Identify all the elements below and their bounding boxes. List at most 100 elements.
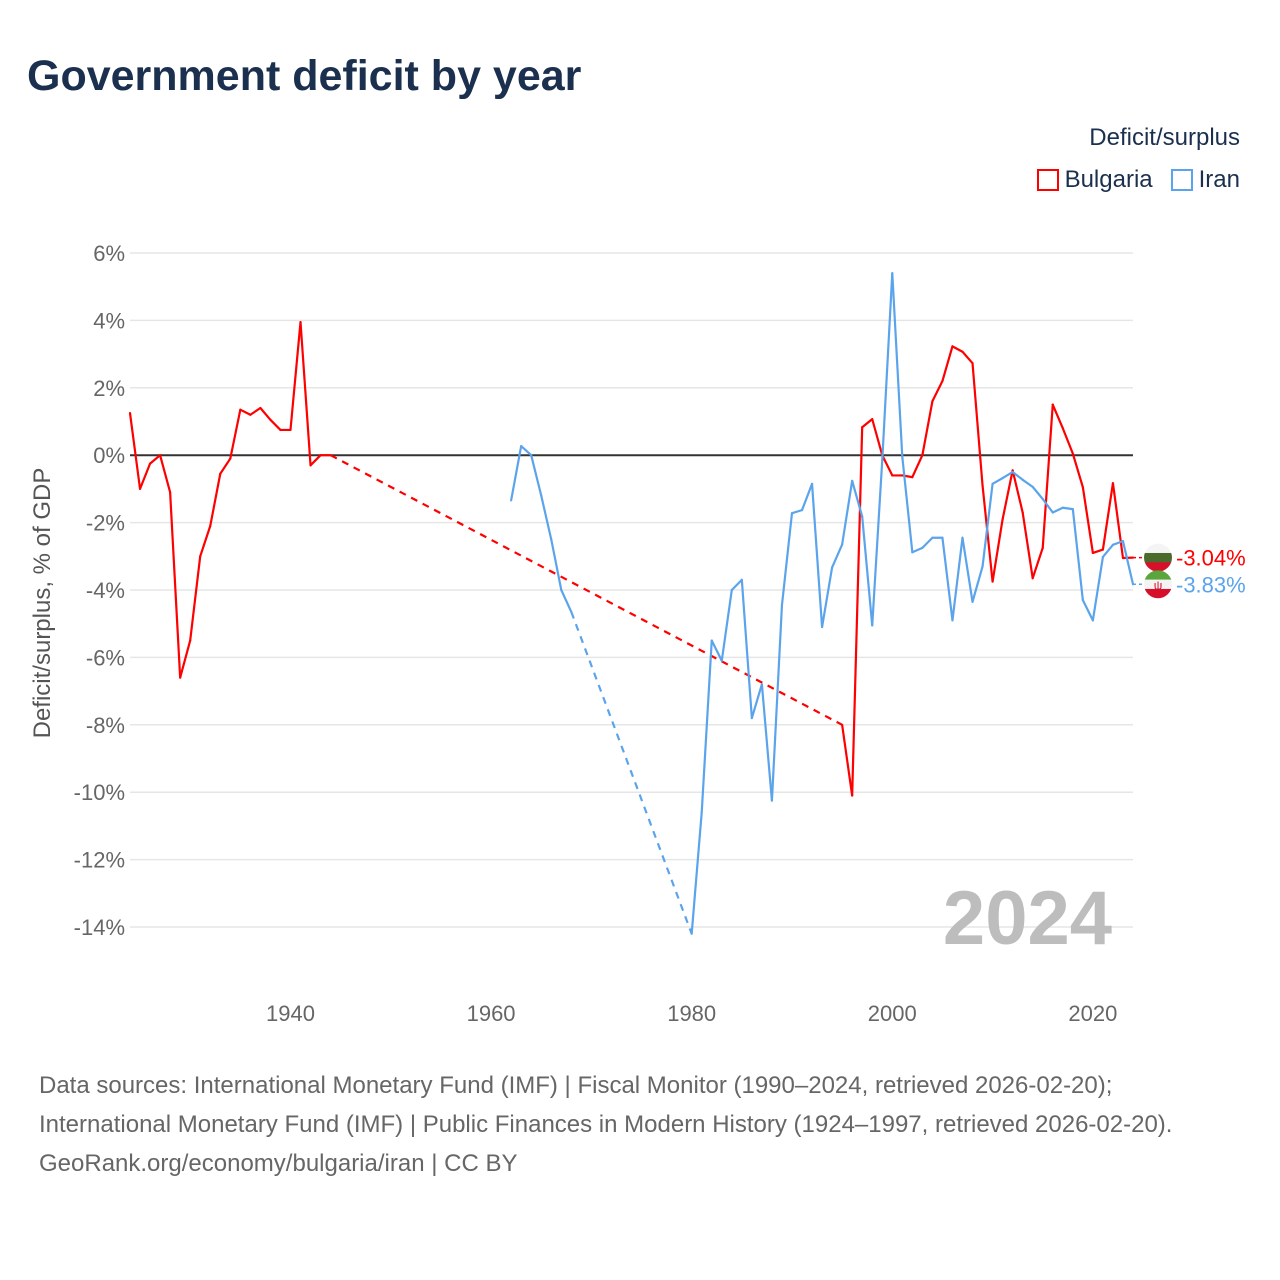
bulgaria-line-segment [1111, 482, 1125, 560]
iran-line-segment [941, 536, 954, 622]
bulgaria-line-segment [971, 362, 984, 487]
bulgaria-line-segment [219, 457, 232, 475]
iran-line-segment [901, 455, 914, 554]
x-tick-label: 1940 [266, 1001, 315, 1026]
bulgaria-line-segment [189, 555, 202, 642]
iran-line-segment [690, 811, 703, 935]
iran-line-segment [830, 543, 844, 569]
plot-area: 6% 4% 2% 0% -2% -4% -6% -8% -10% -12% -14% 1940 1960… [29, 241, 1246, 1026]
bulgaria-line-segment [249, 406, 262, 416]
bulgaria-line-segment [851, 426, 864, 797]
bulgaria-line-segment [229, 408, 242, 460]
bulgaria-line-segment [911, 454, 924, 479]
year-watermark: 2024 [943, 876, 1112, 961]
iran-line-segment [991, 477, 1004, 485]
iran-line-segment [790, 509, 804, 515]
iran-emblem: ψ [1154, 578, 1163, 592]
y-tick-label: -12% [74, 848, 125, 873]
iran-line-segment [540, 494, 553, 541]
legend-title: Deficit/surplus [1089, 124, 1240, 151]
iran-line-segment [1081, 599, 1094, 622]
bulgaria-line-segment [1081, 486, 1094, 555]
y-tick-label: 6% [93, 241, 125, 266]
bulgaria-line-segment [259, 406, 272, 421]
bulgaria-line-segment [1061, 427, 1074, 455]
bulgaria-line-segment [1021, 511, 1034, 580]
legend-item-iran[interactable]: Iran [1170, 166, 1240, 194]
y-tick-label: 4% [93, 308, 125, 333]
bulgaria-line-segment [881, 454, 894, 477]
bulgaria-end-label: -3.04% [1176, 546, 1246, 571]
bulgaria-line-segment [1031, 546, 1044, 580]
flag-stripe [1144, 570, 1172, 581]
iran-line-segment [810, 482, 824, 629]
bulgaria-line-segment [1001, 469, 1014, 521]
bulgaria-line-segment [1041, 403, 1054, 549]
legend-label-iran: Iran [1198, 166, 1240, 193]
bulgaria-line-segment [841, 723, 854, 797]
chart-title: Government deficit by year [27, 52, 582, 100]
iran-line-segment [770, 604, 784, 802]
iran-line-segment [1021, 478, 1034, 488]
iran-line-segment [1111, 540, 1125, 546]
iran-line-segment [1011, 470, 1024, 481]
iran-line-segment [961, 536, 974, 603]
iran-line-segment [1041, 497, 1054, 514]
y-tick-label: -2% [86, 511, 125, 536]
y-tick-label: -8% [86, 713, 125, 738]
bulgaria-line-segment [179, 639, 192, 679]
iran-line-segment [530, 454, 543, 497]
iran-line-segment [1091, 555, 1105, 622]
iran-line-segment [891, 272, 904, 458]
bulgaria-line-segment [1071, 452, 1084, 489]
iran-line-segment [1071, 508, 1084, 602]
y-tick-label: 0% [93, 443, 125, 468]
iran-line-segment [911, 546, 924, 554]
bulgaria-line-segment [199, 524, 212, 558]
iran-line-segment [820, 566, 834, 629]
y-tick-label: 2% [93, 376, 125, 401]
bulgaria-line-segment [991, 518, 1004, 583]
footer: Data sources: International Monetary Fun… [39, 1066, 1239, 1183]
iran-line-segment [881, 272, 894, 462]
bulgaria-line-segment [148, 454, 162, 465]
flag-stripe [1144, 552, 1172, 563]
iran-flag-icon: ψ [1144, 570, 1172, 599]
bulgaria-line-segment [1051, 403, 1064, 430]
iran-line-segment [1001, 470, 1014, 480]
legend-swatch-iran [1170, 169, 1193, 191]
flag-stripe [1144, 562, 1172, 572]
bulgaria-line-segment [138, 462, 152, 490]
legend-item-bulgaria[interactable]: Bulgaria [1036, 166, 1153, 194]
iran-line-segment [861, 515, 874, 627]
iran-line-segment [510, 445, 523, 502]
iran-line-segment [1061, 506, 1074, 511]
iran-line-segment [871, 459, 884, 627]
iran-line-segment [740, 578, 753, 720]
iran-line-segment [800, 482, 814, 512]
bulgaria-line-segment [309, 454, 322, 467]
bulgaria-line-segment [1091, 548, 1105, 555]
bulgaria-line-segment [941, 345, 954, 383]
y-tick-label: -14% [74, 915, 125, 940]
iran-line-segment [520, 445, 533, 457]
bulgaria-line-segment [158, 454, 172, 494]
y-tick-label: -6% [86, 645, 125, 670]
iran-line-segment [780, 512, 794, 607]
legend-swatch-bulgaria [1036, 169, 1059, 191]
x-tick-label: 2020 [1068, 1001, 1117, 1026]
iran-line-segment [1101, 543, 1115, 559]
credit-link[interactable]: GeoRank.org/economy/bulgaria/iran | CC B… [39, 1150, 518, 1177]
bulgaria-line-segment [861, 418, 874, 429]
bulgaria-line-segment [269, 418, 282, 432]
y-tick-label: -10% [74, 780, 125, 805]
bulgaria-line-segment [128, 411, 142, 490]
legend-label-bulgaria: Bulgaria [1064, 166, 1153, 193]
bulgaria-line-segment [289, 320, 302, 432]
bulgaria-line-segment [330, 454, 843, 726]
x-tick-label: 1980 [667, 1001, 716, 1026]
flag-stripe [1144, 579, 1172, 590]
y-tick-label: -4% [86, 578, 125, 603]
bulgaria-line-segment [1011, 469, 1024, 514]
